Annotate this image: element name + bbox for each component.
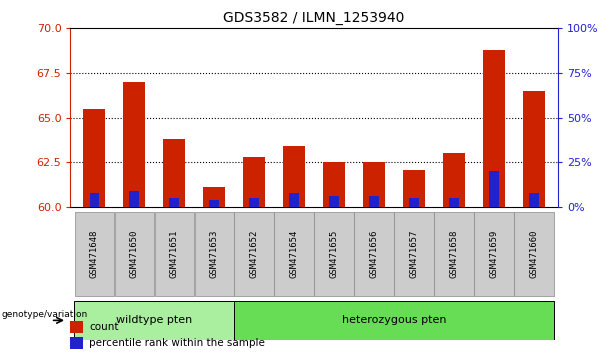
Bar: [489, 171, 499, 207]
Bar: [83, 109, 105, 207]
Bar: [289, 193, 299, 207]
Bar: [123, 82, 145, 207]
Text: GSM471657: GSM471657: [409, 230, 419, 278]
Bar: [283, 146, 305, 207]
Bar: [443, 154, 465, 207]
Bar: [164, 139, 185, 207]
Bar: [249, 198, 259, 207]
FancyBboxPatch shape: [234, 301, 554, 340]
FancyBboxPatch shape: [394, 212, 434, 296]
Bar: [403, 170, 425, 207]
Text: GSM471651: GSM471651: [170, 230, 179, 278]
FancyBboxPatch shape: [194, 212, 234, 296]
FancyBboxPatch shape: [154, 212, 194, 296]
Bar: [70, 321, 83, 333]
Bar: [363, 162, 385, 207]
Title: GDS3582 / ILMN_1253940: GDS3582 / ILMN_1253940: [224, 11, 405, 24]
Bar: [449, 198, 459, 207]
Bar: [523, 91, 545, 207]
Bar: [369, 196, 379, 207]
Bar: [529, 193, 539, 207]
Text: percentile rank within the sample: percentile rank within the sample: [89, 338, 265, 348]
Bar: [409, 198, 419, 207]
FancyBboxPatch shape: [434, 212, 474, 296]
Bar: [89, 193, 99, 207]
Bar: [169, 198, 179, 207]
FancyBboxPatch shape: [75, 212, 114, 296]
FancyBboxPatch shape: [514, 212, 554, 296]
Text: GSM471654: GSM471654: [290, 230, 299, 278]
Bar: [243, 157, 265, 207]
FancyBboxPatch shape: [234, 212, 274, 296]
Text: GSM471648: GSM471648: [90, 230, 99, 278]
FancyBboxPatch shape: [275, 212, 314, 296]
Text: GSM471658: GSM471658: [449, 230, 459, 278]
FancyBboxPatch shape: [474, 212, 514, 296]
Text: GSM471659: GSM471659: [489, 230, 498, 278]
FancyBboxPatch shape: [115, 212, 154, 296]
Bar: [129, 191, 139, 207]
Text: wildtype pten: wildtype pten: [116, 315, 192, 325]
Text: GSM471652: GSM471652: [249, 230, 259, 278]
Text: GSM471660: GSM471660: [530, 230, 538, 278]
Text: GSM471650: GSM471650: [130, 230, 139, 278]
Bar: [70, 337, 83, 349]
FancyBboxPatch shape: [75, 301, 234, 340]
Bar: [204, 187, 226, 207]
Bar: [483, 50, 505, 207]
Text: genotype/variation: genotype/variation: [1, 310, 88, 319]
Text: GSM471656: GSM471656: [370, 230, 379, 278]
Bar: [323, 162, 345, 207]
Text: count: count: [89, 322, 118, 332]
Bar: [210, 200, 219, 207]
Text: GSM471653: GSM471653: [210, 230, 219, 278]
FancyBboxPatch shape: [354, 212, 394, 296]
Bar: [329, 196, 339, 207]
FancyBboxPatch shape: [314, 212, 354, 296]
Text: heterozygous pten: heterozygous pten: [342, 315, 446, 325]
Text: GSM471655: GSM471655: [330, 230, 338, 278]
